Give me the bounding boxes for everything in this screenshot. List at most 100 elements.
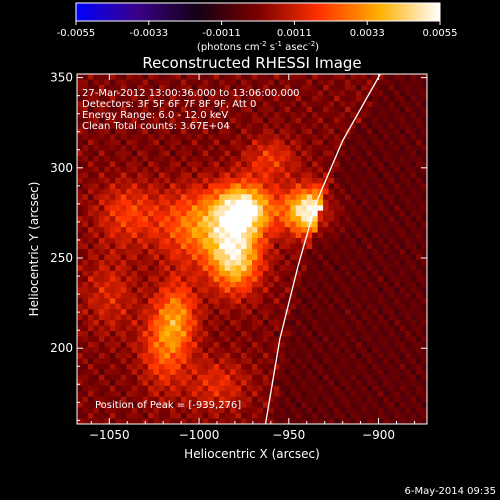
heatmap-pixel [405,341,411,348]
heatmap-pixel [142,363,149,370]
heatmap-pixel [208,314,215,321]
heatmap-pixel [246,156,253,162]
heatmap-pixel [366,298,373,305]
heatmap-pixel [175,112,182,119]
heatmap-pixel [213,216,220,223]
heatmap-pixel [355,172,362,179]
heatmap-pixel [246,145,253,151]
heatmap-pixel [399,145,406,151]
heatmap-pixel [235,314,242,321]
heatmap-pixel [246,331,253,337]
heatmap-pixel [273,413,280,419]
heatmap-pixel [175,303,182,310]
heatmap-pixel [169,352,176,359]
heatmap-pixel [169,188,176,195]
heatmap-pixel [235,341,242,348]
heatmap-pixel [180,188,187,195]
heatmap-pixel [372,369,379,376]
heatmap-pixel [383,418,390,424]
heatmap-pixel [323,380,329,387]
heatmap-pixel [350,259,357,266]
heatmap-pixel [208,331,215,337]
heatmap-pixel [268,265,275,272]
heatmap-pixel [87,232,94,239]
heatmap-pixel [104,281,111,288]
heatmap-pixel [153,177,160,184]
heatmap-pixel [323,407,329,414]
heatmap-pixel [131,106,138,113]
heatmap-pixel [323,101,329,108]
heatmap-pixel [344,139,351,146]
heatmap-pixel [153,331,160,337]
heatmap-pixel [241,139,247,146]
heatmap-pixel [230,331,236,337]
heatmap-pixel [77,123,83,130]
heatmap-pixel [328,243,335,250]
heatmap-pixel [361,139,368,146]
heatmap-pixel [421,292,427,299]
heatmap-pixel [109,259,116,266]
heatmap-pixel [355,298,362,305]
heatmap-pixel [104,369,111,376]
heatmap-pixel [175,166,182,173]
heatmap-pixel [405,396,411,403]
heatmap-pixel [208,418,215,424]
heatmap-pixel [137,128,144,135]
heatmap-pixel [208,341,215,348]
heatmap-pixel [421,363,427,370]
heatmap-pixel [159,265,165,272]
heatmap-pixel [148,128,154,135]
heatmap-pixel [334,243,340,250]
heatmap-pixel [77,79,83,86]
heatmap-pixel [213,79,220,86]
heatmap-pixel [164,183,171,190]
heatmap-pixel [421,276,427,283]
heatmap-pixel [328,101,335,108]
heatmap-pixel [268,199,275,206]
heatmap-pixel [323,358,329,365]
heatmap-pixel [410,352,417,359]
heatmap-pixel [137,249,144,255]
heatmap-pixel [186,123,193,130]
heatmap-pixel [98,74,105,80]
heatmap-pixel [410,205,417,212]
heatmap-pixel [148,374,154,381]
heatmap-pixel [273,227,280,233]
heatmap-pixel [109,205,116,212]
heatmap-pixel [208,276,215,283]
heatmap-pixel [208,254,215,261]
heatmap-pixel [268,134,275,141]
heatmap-pixel [87,352,94,359]
heatmap-pixel [126,156,133,162]
heatmap-pixel [202,101,209,108]
heatmap-pixel [104,90,111,97]
heatmap-pixel [153,221,160,228]
heatmap-pixel [202,320,209,326]
heatmap-pixel [164,265,171,272]
heatmap-pixel [224,166,231,173]
heatmap-pixel [312,320,319,326]
heatmap-pixel [416,254,422,261]
heatmap-pixel [268,309,275,316]
heatmap-pixel [230,374,236,381]
heatmap-pixel [306,298,313,305]
heatmap-pixel [323,221,329,228]
heatmap-pixel [290,112,297,119]
heatmap-pixel [257,358,264,365]
heatmap-pixel [284,259,291,266]
heatmap-pixel [350,276,357,283]
heatmap-pixel [399,95,406,102]
heatmap-pixel [328,90,335,97]
heatmap-pixel [290,276,297,283]
heatmap-pixel [388,380,395,387]
heatmap-pixel [197,276,204,283]
heatmap-pixel [361,292,368,299]
heatmap-pixel [284,95,291,102]
heatmap-pixel [361,341,368,348]
heatmap-pixel [241,79,247,86]
heatmap-pixel [148,418,154,424]
heatmap-pixel [115,172,122,179]
heatmap-pixel [77,249,83,255]
heatmap-pixel [394,309,401,316]
heatmap-pixel [109,320,116,326]
